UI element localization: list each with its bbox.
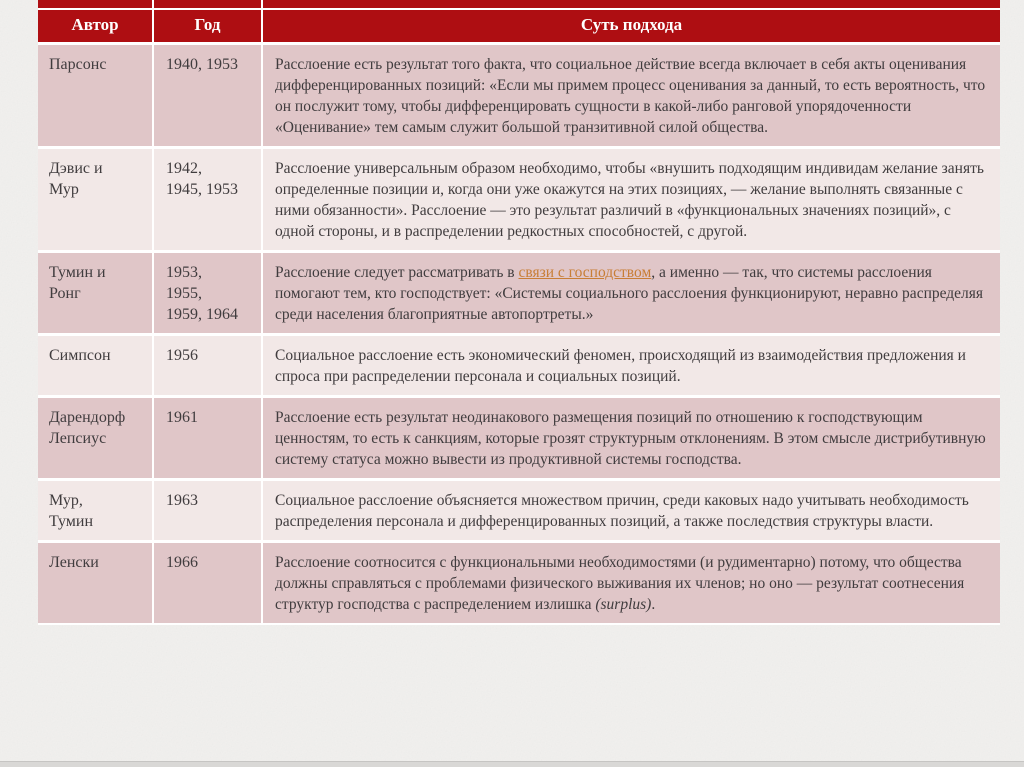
year-cell: 1940, 1953 [152,43,263,149]
essence-cell: Расслоение есть результат неодинакового … [261,394,1000,481]
essence-text: Социальное расслоение объясняется множес… [275,491,969,530]
table-row: Симпсон 1956 Социальное расслоение есть эк… [38,332,1000,398]
essence-cell: Социальное расслоение есть экономический… [261,332,1000,398]
essence-cell: Социальное расслоение объясняется множес… [261,477,1000,543]
year-cell: 1961 [152,394,263,481]
author-cell: Ленски [38,539,154,625]
year-cell: 1956 [152,332,263,398]
essence-text: Расслоение универсальным образом необход… [275,159,984,240]
essence-text: Расслоение есть результат того факта, чт… [275,55,986,136]
essence-text: . [651,595,656,613]
essence-cell: Расслоение есть результат того факта, чт… [261,43,1000,149]
table-row: Тумин и Ронг 1953, 1955, 1959, 1964 Рассло… [38,249,1000,336]
table-row: Дарендорф Лепсиус 1961 Расслоение есть рез… [38,394,1000,481]
author-cell: Дэвис и Мур [38,145,154,253]
approaches-table: Автор Год Суть подхода Парсонс 1940, 1953… [38,0,1000,625]
header-row: Автор Год Суть подхода [38,0,1000,45]
table-header: Автор Год Суть подхода [38,0,1000,45]
essence-text: Расслоение следует рассматривать в [275,263,519,281]
header-author: Автор [38,0,154,45]
year-cell: 1966 [152,539,263,625]
author-cell: Симпсон [38,332,154,398]
year-cell: 1942, 1945, 1953 [152,145,263,253]
author-cell: Мур, Тумин [38,477,154,543]
author-cell: Тумин и Ронг [38,249,154,336]
essence-text: (surplus) [595,595,652,613]
slide-bottom-edge [0,761,1024,767]
table-row: Парсонс 1940, 1953 Расслоение есть результ… [38,43,1000,149]
essence-cell: Расслоение следует рассматривать в связи… [261,249,1000,336]
table-row: Мур, Тумин 1963 Социальное расслоение объя… [38,477,1000,543]
year-cell: 1963 [152,477,263,543]
header-essence: Суть подхода [261,0,1000,45]
table-row: Дэвис и Мур 1942, 1945, 1953 Расслоение ун… [38,145,1000,253]
essence-cell: Расслоение соотносится с функциональными… [261,539,1000,625]
essence-text: Социальное расслоение есть экономический… [275,346,966,385]
year-cell: 1953, 1955, 1959, 1964 [152,249,263,336]
essence-text: Расслоение есть результат неодинакового … [275,408,986,468]
table-row: Ленски 1966 Расслоение соотносится с функц… [38,539,1000,625]
table-body: Парсонс 1940, 1953 Расслоение есть результ… [38,43,1000,625]
dominance-link[interactable]: связи с господством [518,263,652,281]
author-cell: Дарендорф Лепсиус [38,394,154,481]
author-cell: Парсонс [38,43,154,149]
header-year: Год [152,0,263,45]
essence-cell: Расслоение универсальным образом необход… [261,145,1000,253]
